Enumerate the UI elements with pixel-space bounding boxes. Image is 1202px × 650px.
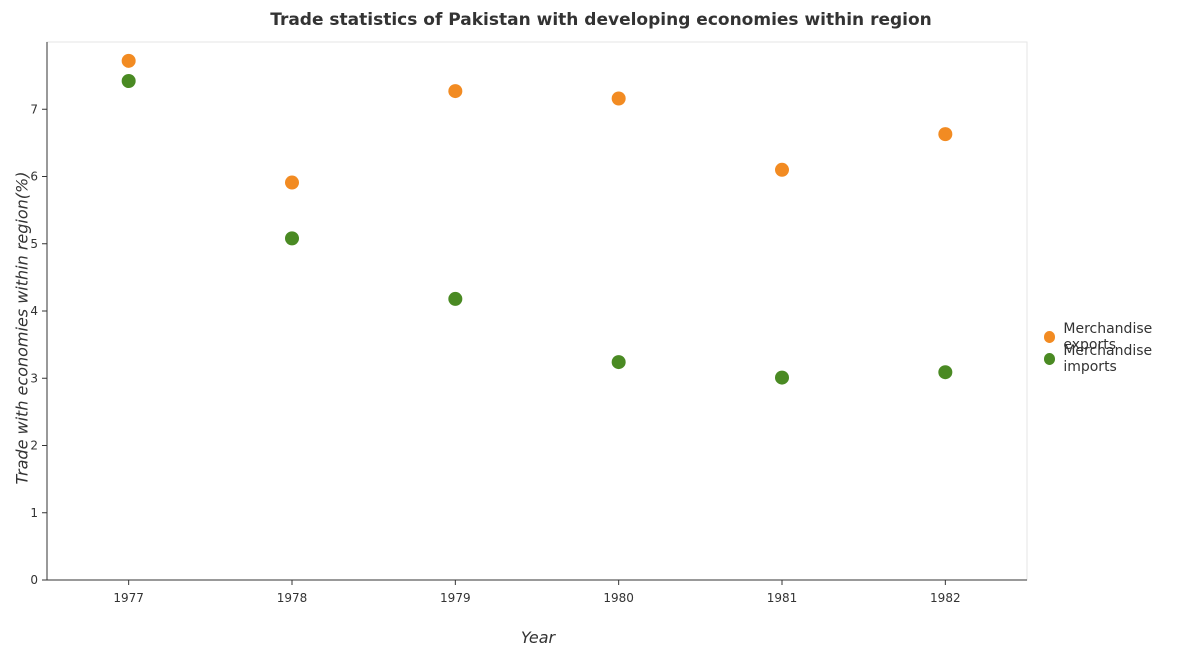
imports-point [938, 365, 953, 380]
plot-frame [46, 41, 1028, 581]
exports-point [775, 162, 789, 177]
x-tick-label: 1978 [277, 591, 308, 605]
y-tick-label: 5 [30, 237, 38, 251]
x-tick-label: 1979 [440, 591, 471, 605]
imports-point [285, 231, 299, 246]
exports-point [121, 53, 136, 68]
y-tick-label: 4 [30, 304, 38, 318]
exports-point [448, 84, 463, 99]
imports-point [775, 370, 789, 385]
x-tick-label: 1981 [767, 591, 798, 605]
exports-point [611, 91, 626, 106]
x-axis-title: Year [520, 628, 556, 647]
y-tick-label: 1 [30, 506, 38, 520]
x-tick-label: 1982 [930, 591, 961, 605]
x-tick-label: 1977 [113, 591, 144, 605]
imports-point [121, 74, 136, 89]
y-tick-label: 2 [30, 439, 38, 453]
legend-item-exports: Merchandise exports [1044, 321, 1202, 353]
chart-title: Trade statistics of Pakistan with develo… [270, 10, 932, 30]
y-tick-label: 0 [30, 573, 38, 587]
y-tick-label: 6 [30, 170, 38, 184]
imports-point [448, 291, 463, 306]
y-tick-label: 3 [30, 371, 38, 385]
legend-item-imports: Merchandise imports [1044, 343, 1202, 375]
legend-label-exports: Merchandise exports [1063, 321, 1153, 353]
imports-point [611, 355, 626, 370]
y-tick-label: 7 [30, 102, 38, 116]
exports-point [285, 175, 299, 190]
legend-swatch-imports [1044, 353, 1056, 365]
x-tick-label: 1980 [603, 591, 634, 605]
legend: Merchandise exports Merchandise imports [1044, 321, 1202, 375]
exports-point [938, 127, 953, 142]
legend-label-imports: Merchandise imports [1063, 343, 1153, 375]
legend-swatch-exports [1044, 331, 1056, 343]
